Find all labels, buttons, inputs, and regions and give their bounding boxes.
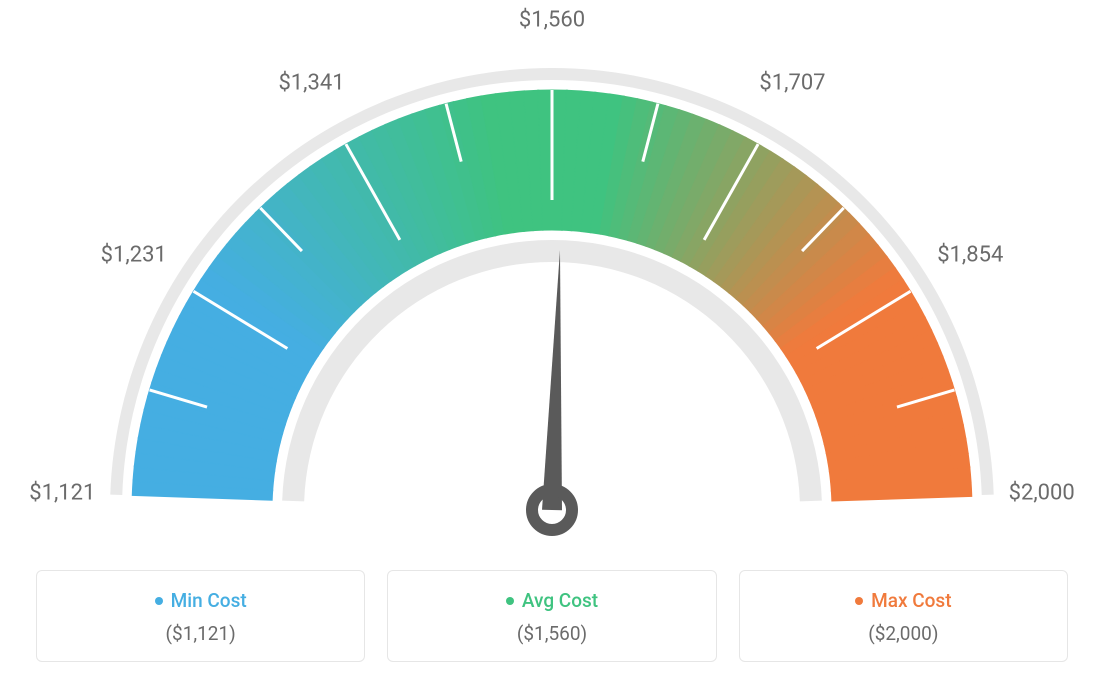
legend-title-text: Max Cost: [871, 589, 951, 612]
gauge-tick-label: $1,707: [759, 71, 825, 96]
legend-dot-icon: [855, 597, 863, 605]
legend-value: ($2,000): [750, 622, 1057, 645]
legend-value: ($1,560): [398, 622, 705, 645]
legend-card: Max Cost ($2,000): [739, 570, 1068, 662]
legend-dot-icon: [155, 597, 163, 605]
legend-card: Min Cost ($1,121): [36, 570, 365, 662]
legend-card: Avg Cost ($1,560): [387, 570, 716, 662]
gauge-tick-label: $1,121: [29, 480, 95, 505]
legend-value: ($1,121): [47, 622, 354, 645]
legend-title-text: Min Cost: [171, 589, 247, 612]
gauge-tick-label: $1,231: [101, 242, 167, 267]
legend-row: Min Cost ($1,121) Avg Cost ($1,560) Max Cost…: [0, 570, 1104, 662]
legend-title: Max Cost: [855, 589, 951, 612]
gauge-tick-label: $1,560: [519, 8, 585, 33]
legend-title: Avg Cost: [506, 589, 598, 612]
legend-dot-icon: [506, 597, 514, 605]
gauge-chart: $1,121 $1,231 $1,341 $1,560 $1,707 $1,854 $2,0…: [0, 0, 1104, 560]
legend-title: Min Cost: [155, 589, 247, 612]
gauge-tick-label: $2,000: [1009, 480, 1075, 505]
gauge-tick-label: $1,341: [278, 71, 344, 96]
gauge-svg: [0, 0, 1104, 560]
legend-title-text: Avg Cost: [522, 589, 598, 612]
gauge-tick-label: $1,854: [937, 242, 1003, 267]
